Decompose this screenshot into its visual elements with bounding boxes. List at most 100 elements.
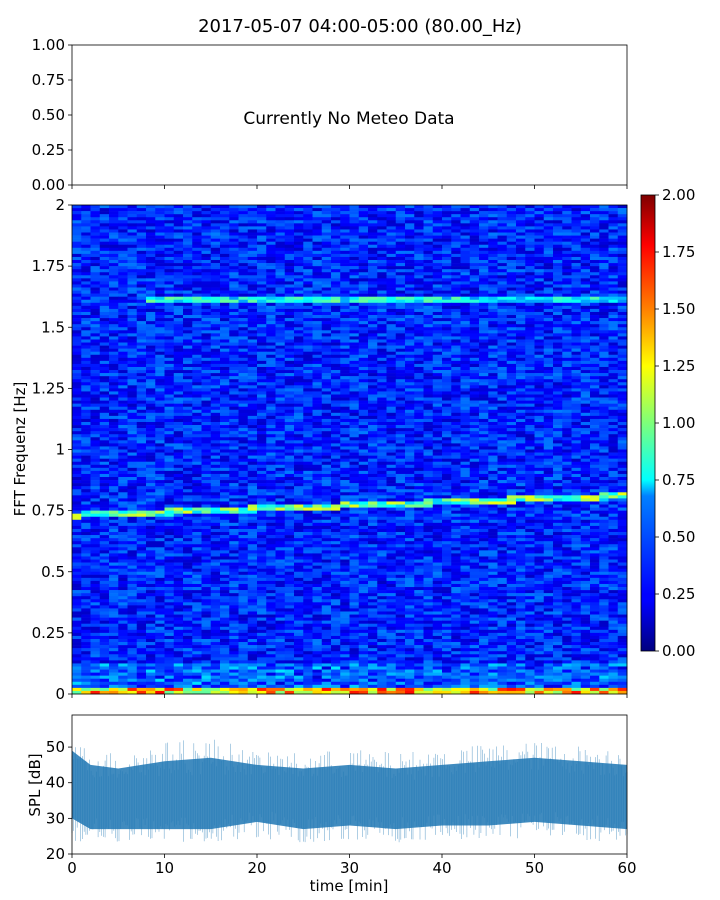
spectrogram-cell — [460, 208, 471, 212]
spectrogram-cell — [210, 284, 221, 288]
spectrogram-cell — [377, 299, 387, 304]
spectrogram-cell — [432, 229, 443, 233]
spectrogram-cell — [460, 214, 471, 218]
spectrogram-cell — [127, 418, 138, 423]
spectrogram-cell — [571, 223, 582, 227]
spectrogram-cell — [99, 443, 110, 447]
spectrogram-cell — [543, 418, 554, 423]
spectrogram-cell — [516, 397, 526, 401]
spectrogram-cell — [146, 434, 156, 438]
spectrogram-cell — [377, 321, 387, 325]
spectrogram-cell — [562, 238, 572, 242]
spectrogram-cell — [257, 272, 267, 276]
spectrogram-cell — [405, 311, 415, 316]
spectrogram-cell — [525, 214, 535, 218]
spectrogram-cell — [183, 388, 193, 392]
spectrogram-cell — [405, 272, 415, 276]
spectrogram-cell — [284, 443, 295, 447]
spectrogram-cell — [488, 247, 498, 252]
spectrogram-cell — [210, 418, 221, 423]
spectrogram-cell — [331, 345, 341, 349]
spectrogram-cell — [220, 443, 230, 447]
spectrogram-cell — [284, 229, 295, 233]
spectrogram-cell — [340, 370, 350, 374]
spectrogram-cell — [377, 305, 387, 310]
spectrogram-cell — [146, 238, 156, 242]
spectrogram-cell — [580, 357, 591, 362]
spectrogram-cell — [109, 250, 119, 255]
spectrogram-cell — [192, 351, 202, 356]
spectrogram-cell — [183, 308, 193, 313]
spectrogram-cell — [442, 382, 452, 386]
spectrogram-cell — [442, 363, 452, 368]
spectrogram-cell — [303, 308, 313, 313]
spectrogram-cell — [284, 363, 295, 368]
spectrogram-cell — [118, 327, 128, 331]
spectrogram-cell — [451, 272, 461, 276]
spectrogram-cell — [303, 205, 313, 209]
spectrogram-cell — [155, 318, 165, 322]
spectrogram-cell — [81, 415, 91, 420]
spectrogram-cell — [294, 428, 304, 432]
spectrogram-cell — [238, 235, 249, 239]
spectrogram-cell — [192, 440, 202, 444]
spectrogram-cell — [284, 232, 295, 236]
spectrogram-cell — [72, 385, 82, 389]
spectrogram-cell — [238, 425, 249, 429]
spectrogram-cell — [617, 269, 628, 273]
spectrogram-cell — [136, 415, 147, 420]
spectrogram-cell — [432, 409, 443, 414]
spectrogram-cell — [164, 217, 175, 221]
spectrogram-cell — [303, 397, 313, 401]
spectrogram-cell — [580, 311, 591, 316]
spectrogram-cell — [358, 229, 369, 233]
spectrogram-cell — [331, 293, 341, 297]
spectrogram-cell — [294, 330, 304, 334]
spectrogram-cell — [395, 443, 406, 447]
spectrogram-cell — [173, 238, 184, 242]
spectrogram-cell — [405, 327, 415, 331]
spectrogram-cell — [414, 311, 424, 316]
spectrogram-cell — [257, 293, 267, 297]
spectrogram-cell — [72, 425, 82, 429]
spectrogram-cell — [127, 223, 138, 227]
spectrogram-cell — [81, 305, 91, 310]
spectrogram-cell — [497, 418, 508, 423]
spectrogram-cell — [590, 205, 600, 209]
spectrogram-cell — [183, 302, 193, 307]
spectrogram-cell — [562, 205, 572, 209]
spectrogram-cell — [331, 379, 341, 383]
spectrogram-cell — [432, 220, 443, 224]
spectrogram-cell — [377, 379, 387, 383]
spectrogram-cell — [460, 238, 471, 242]
spectrogram-cell — [164, 348, 175, 352]
spectrogram-cell — [617, 238, 628, 242]
spectrogram-cell — [488, 397, 498, 401]
spectrogram-cell — [192, 363, 202, 368]
spectrogram-cell — [220, 397, 230, 401]
spectrogram-cell — [284, 263, 295, 267]
spectrogram-cell — [220, 363, 230, 368]
spectrogram-cell — [358, 415, 369, 420]
spectrogram-cell — [275, 345, 286, 349]
spectrogram-cell — [617, 357, 628, 362]
spectrogram-cell — [553, 290, 563, 294]
spectrogram-cell — [284, 412, 295, 417]
spectrogram-cell — [284, 269, 295, 273]
spectrogram-cell — [414, 431, 424, 435]
spectrogram-cell — [321, 305, 332, 310]
spectrogram-cell — [109, 305, 119, 310]
spectrogram-cell — [395, 388, 406, 392]
spectrogram-cell — [368, 238, 378, 242]
spectrogram-cell — [432, 250, 443, 255]
spectrogram-cell — [321, 409, 332, 414]
spectrogram-cell — [303, 315, 313, 319]
spectrogram-cell — [405, 250, 415, 255]
spectrogram-cell — [173, 357, 184, 362]
spectrogram-cell — [303, 293, 313, 297]
spectrogram-cell — [460, 403, 471, 408]
spectrogram-cell — [331, 449, 341, 453]
spectrogram-cell — [553, 284, 563, 288]
spectrogram-cell — [146, 327, 156, 331]
spectrogram-cell — [238, 342, 249, 346]
